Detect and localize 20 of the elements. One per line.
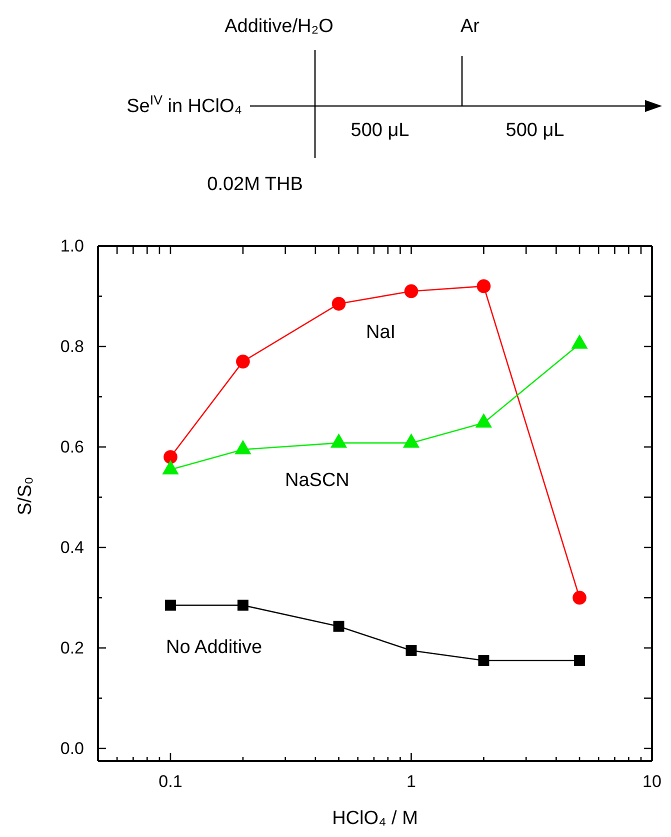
y-tick-label: 1.0 <box>60 236 84 256</box>
x-tick-label: 1 <box>406 772 416 792</box>
text: 500 μL <box>350 120 410 141</box>
x-tick-label: 10 <box>642 772 662 792</box>
series-label: NaI <box>366 322 396 343</box>
y-axis-title: S/S₀ <box>15 477 36 516</box>
series-label: No Additive <box>166 636 262 658</box>
text: Se$^{IV}$ in HClO₄ <box>126 92 242 117</box>
y-tick-label: 0.2 <box>60 638 84 658</box>
text: 500 μL <box>506 120 564 141</box>
y-tick-label: 0.8 <box>60 336 84 356</box>
y-tick-label: 0.0 <box>60 738 84 758</box>
x-axis-title: HClO₄ / M <box>332 808 418 829</box>
y-tick-label: 0.6 <box>60 437 84 456</box>
text: Additive/H₂O <box>224 16 334 37</box>
series-label: NaSCN <box>285 470 350 491</box>
x-tick-label: 0.1 <box>158 772 182 792</box>
text: Ar <box>460 16 480 37</box>
text: 0.02M THB <box>207 174 303 195</box>
y-tick-label: 0.4 <box>60 538 84 557</box>
